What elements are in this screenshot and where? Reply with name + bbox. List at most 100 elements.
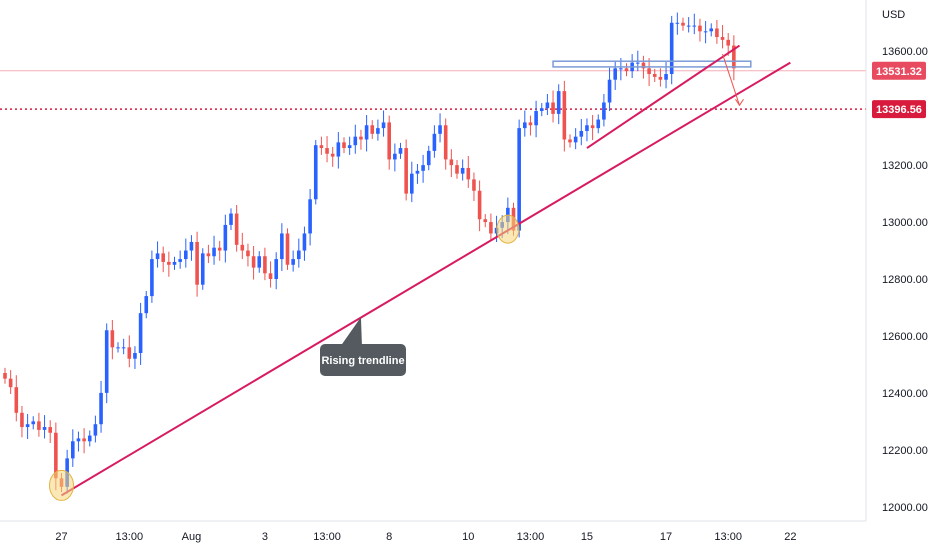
candle bbox=[376, 119, 380, 141]
candle-body bbox=[263, 256, 267, 274]
x-tick-label: Aug bbox=[182, 531, 202, 543]
candle-body bbox=[104, 330, 109, 393]
candle-body bbox=[364, 125, 369, 140]
candle bbox=[647, 58, 651, 86]
candle-body bbox=[54, 432, 58, 479]
candle-body bbox=[167, 261, 171, 265]
candle-body bbox=[709, 28, 714, 32]
y-axis-ticks: 12000.00 12200.00 12400.00 12600.00 12800.00… bbox=[882, 46, 928, 514]
candle bbox=[195, 231, 199, 297]
y-tick-label: 13000.00 bbox=[882, 217, 928, 229]
candle bbox=[613, 61, 617, 90]
candle bbox=[652, 68, 657, 82]
candle-body bbox=[477, 190, 482, 220]
candle-body bbox=[664, 74, 668, 80]
candle bbox=[336, 132, 341, 169]
candle-body bbox=[127, 347, 132, 359]
candle-body bbox=[568, 139, 572, 143]
candle bbox=[523, 110, 527, 137]
candle-body bbox=[545, 102, 550, 109]
candle-body bbox=[585, 125, 589, 131]
candle-body bbox=[189, 241, 194, 251]
candle bbox=[347, 136, 352, 155]
candle bbox=[573, 128, 578, 150]
candle bbox=[698, 18, 702, 42]
candle-body bbox=[387, 122, 391, 160]
candle-body bbox=[613, 68, 617, 80]
candle-body bbox=[246, 250, 250, 257]
candle-body bbox=[562, 91, 567, 140]
trendline-callout: Rising trendline bbox=[320, 317, 406, 376]
candle bbox=[178, 250, 182, 269]
candle-body bbox=[652, 74, 657, 77]
candle-body bbox=[240, 244, 245, 251]
candle bbox=[720, 25, 725, 49]
candle bbox=[223, 214, 228, 263]
candle bbox=[483, 214, 488, 228]
candle bbox=[297, 238, 301, 268]
candle-body bbox=[686, 25, 691, 27]
candle bbox=[76, 431, 81, 452]
x-tick-label: 3 bbox=[262, 531, 268, 543]
candle bbox=[99, 380, 103, 433]
candle-body bbox=[636, 62, 640, 64]
candle-body bbox=[641, 62, 646, 69]
callout-label: Rising trendline bbox=[321, 355, 404, 367]
candle-body bbox=[20, 412, 24, 428]
candle-body bbox=[715, 28, 719, 38]
candle bbox=[732, 35, 736, 81]
candle-body bbox=[48, 427, 52, 433]
candle-body bbox=[291, 259, 295, 265]
candle-body bbox=[42, 427, 47, 430]
candle-body bbox=[455, 165, 459, 174]
price-tag-label: 13396.56 bbox=[876, 104, 922, 116]
candle bbox=[692, 13, 697, 35]
candle bbox=[669, 15, 674, 85]
candle-body bbox=[251, 256, 256, 268]
candle bbox=[443, 118, 448, 170]
candle bbox=[302, 226, 307, 261]
candle-body bbox=[579, 130, 584, 137]
candle bbox=[155, 241, 160, 268]
candle bbox=[517, 119, 521, 238]
candle bbox=[562, 80, 567, 152]
candle bbox=[449, 149, 454, 178]
candle bbox=[200, 248, 205, 290]
candle-body bbox=[71, 441, 75, 459]
candle bbox=[263, 247, 267, 281]
candle bbox=[681, 17, 685, 31]
candle bbox=[477, 180, 482, 232]
candle-body bbox=[353, 136, 358, 146]
candle bbox=[404, 139, 408, 201]
candle bbox=[285, 228, 290, 270]
candle-body bbox=[82, 438, 86, 442]
price-tags: 13531.32 13396.56 bbox=[872, 61, 926, 119]
candle-body bbox=[443, 125, 448, 160]
candle bbox=[313, 140, 318, 205]
candle-body bbox=[449, 159, 454, 166]
candle bbox=[364, 115, 369, 152]
axes: USD bbox=[0, 0, 905, 522]
candle bbox=[116, 342, 120, 353]
candle bbox=[703, 21, 708, 44]
candle-body bbox=[528, 122, 533, 126]
x-tick-label: 10 bbox=[462, 531, 474, 543]
candle-body bbox=[336, 142, 341, 157]
candle-body bbox=[596, 119, 601, 129]
candle bbox=[246, 243, 250, 267]
candle bbox=[381, 110, 386, 137]
candle bbox=[466, 156, 471, 188]
candle bbox=[31, 416, 36, 430]
candle-body bbox=[539, 108, 544, 112]
candle-body bbox=[483, 219, 488, 223]
candle bbox=[257, 251, 262, 273]
candle bbox=[82, 428, 86, 454]
candle bbox=[14, 375, 19, 422]
candle-body bbox=[234, 213, 239, 245]
candle bbox=[675, 12, 680, 35]
candle-body bbox=[161, 253, 165, 262]
candle bbox=[93, 415, 98, 443]
candle-body bbox=[268, 273, 273, 280]
candle-body bbox=[87, 435, 92, 442]
